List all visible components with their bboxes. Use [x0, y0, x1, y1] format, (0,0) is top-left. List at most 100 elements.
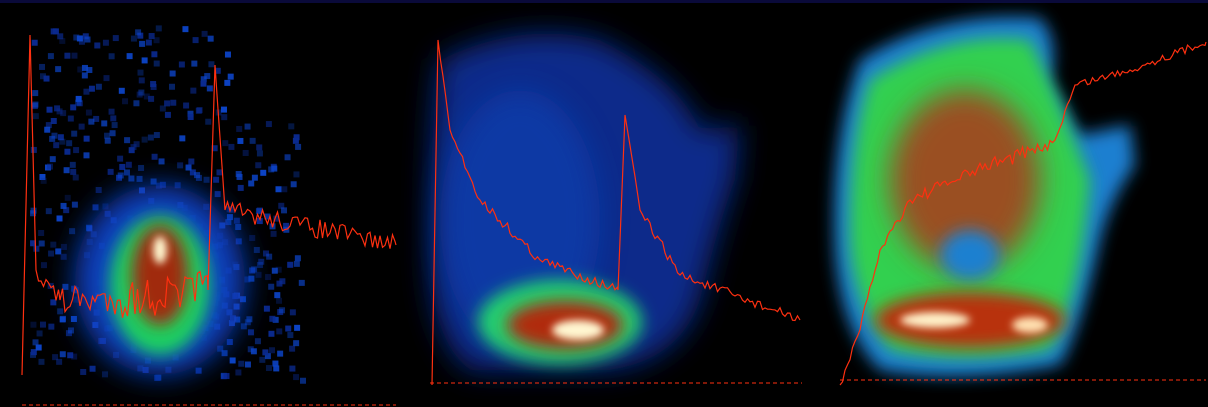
speckle	[229, 357, 236, 364]
speckle	[276, 297, 283, 304]
speckle	[214, 191, 221, 198]
time-activity-curve	[839, 41, 1207, 386]
speckle	[119, 163, 126, 170]
speckle	[32, 339, 39, 346]
speckle	[151, 153, 158, 160]
speckle	[185, 164, 192, 171]
speckle	[60, 110, 67, 117]
speckle	[143, 93, 150, 100]
speckle	[108, 108, 115, 115]
activity-hot	[1012, 317, 1048, 333]
speckle	[247, 329, 254, 336]
speckle	[69, 161, 76, 168]
speckle	[138, 164, 145, 171]
speckle	[290, 181, 297, 188]
speckle	[222, 140, 229, 147]
speckle	[136, 91, 143, 98]
activity-hot	[900, 312, 970, 328]
speckle	[135, 29, 142, 36]
speckle	[251, 266, 258, 273]
speckle	[48, 250, 55, 257]
speckle	[70, 104, 77, 111]
speckle	[33, 245, 40, 252]
speckle	[102, 39, 109, 46]
speckle	[191, 60, 198, 67]
speckle	[223, 373, 230, 380]
speckle	[38, 358, 45, 365]
speckle	[237, 184, 244, 191]
speckle	[227, 73, 234, 80]
speckle	[248, 180, 255, 187]
speckle	[214, 67, 221, 74]
speckle	[293, 374, 300, 381]
speckle	[55, 66, 62, 73]
speckle	[277, 350, 284, 357]
activity-orange	[890, 90, 1040, 270]
speckle	[39, 174, 46, 181]
speckle	[244, 361, 251, 368]
speckle	[237, 137, 244, 144]
speckle	[275, 186, 282, 193]
speckle	[64, 194, 71, 201]
speckle	[136, 175, 143, 182]
speckle	[238, 360, 245, 367]
speckle	[30, 349, 37, 356]
speckle	[265, 365, 272, 372]
speckle	[30, 146, 37, 153]
speckle	[253, 246, 260, 253]
speckle	[225, 219, 232, 226]
speckle	[46, 106, 53, 113]
speckle	[50, 299, 57, 306]
speckle	[207, 35, 214, 42]
speckle	[293, 340, 300, 347]
speckle	[49, 156, 56, 163]
speckle	[43, 75, 50, 82]
speckle	[60, 202, 67, 209]
speckle	[63, 207, 70, 214]
speckle	[39, 73, 46, 80]
speckle	[213, 176, 220, 183]
speckle	[256, 150, 263, 157]
panel-3	[834, 16, 1207, 386]
speckle	[220, 106, 227, 113]
activity-cold	[940, 230, 1000, 280]
speckle	[203, 176, 210, 183]
speckle	[205, 118, 212, 125]
speckle	[102, 203, 109, 210]
speckle	[247, 346, 254, 353]
speckle	[44, 126, 51, 133]
speckle	[285, 325, 292, 332]
speckle	[275, 266, 282, 273]
speckle	[102, 371, 109, 378]
speckle	[86, 224, 93, 231]
panel-2	[430, 33, 802, 386]
speckle	[240, 323, 247, 330]
speckle	[30, 210, 37, 217]
speckle	[66, 140, 73, 147]
speckle	[139, 40, 146, 47]
speckle	[226, 214, 233, 221]
speckle	[235, 238, 242, 245]
speckle	[133, 141, 140, 148]
speckle	[263, 305, 270, 312]
speckle	[255, 271, 262, 278]
speckle	[30, 321, 37, 328]
speckle	[47, 163, 54, 170]
speckle	[62, 283, 69, 290]
speckle	[179, 135, 186, 142]
speckle	[235, 171, 242, 178]
speckle	[150, 81, 157, 88]
speckle	[71, 130, 78, 137]
speckle	[71, 201, 78, 208]
speckle	[137, 69, 144, 76]
speckle	[244, 123, 251, 130]
speckle	[283, 222, 290, 229]
speckle	[274, 292, 281, 299]
panel-1	[21, 25, 397, 406]
speckle	[255, 162, 262, 169]
speckle	[272, 316, 279, 323]
speckle	[92, 204, 99, 211]
speckle	[187, 114, 194, 121]
speckle	[195, 367, 202, 374]
speckle	[249, 137, 256, 144]
